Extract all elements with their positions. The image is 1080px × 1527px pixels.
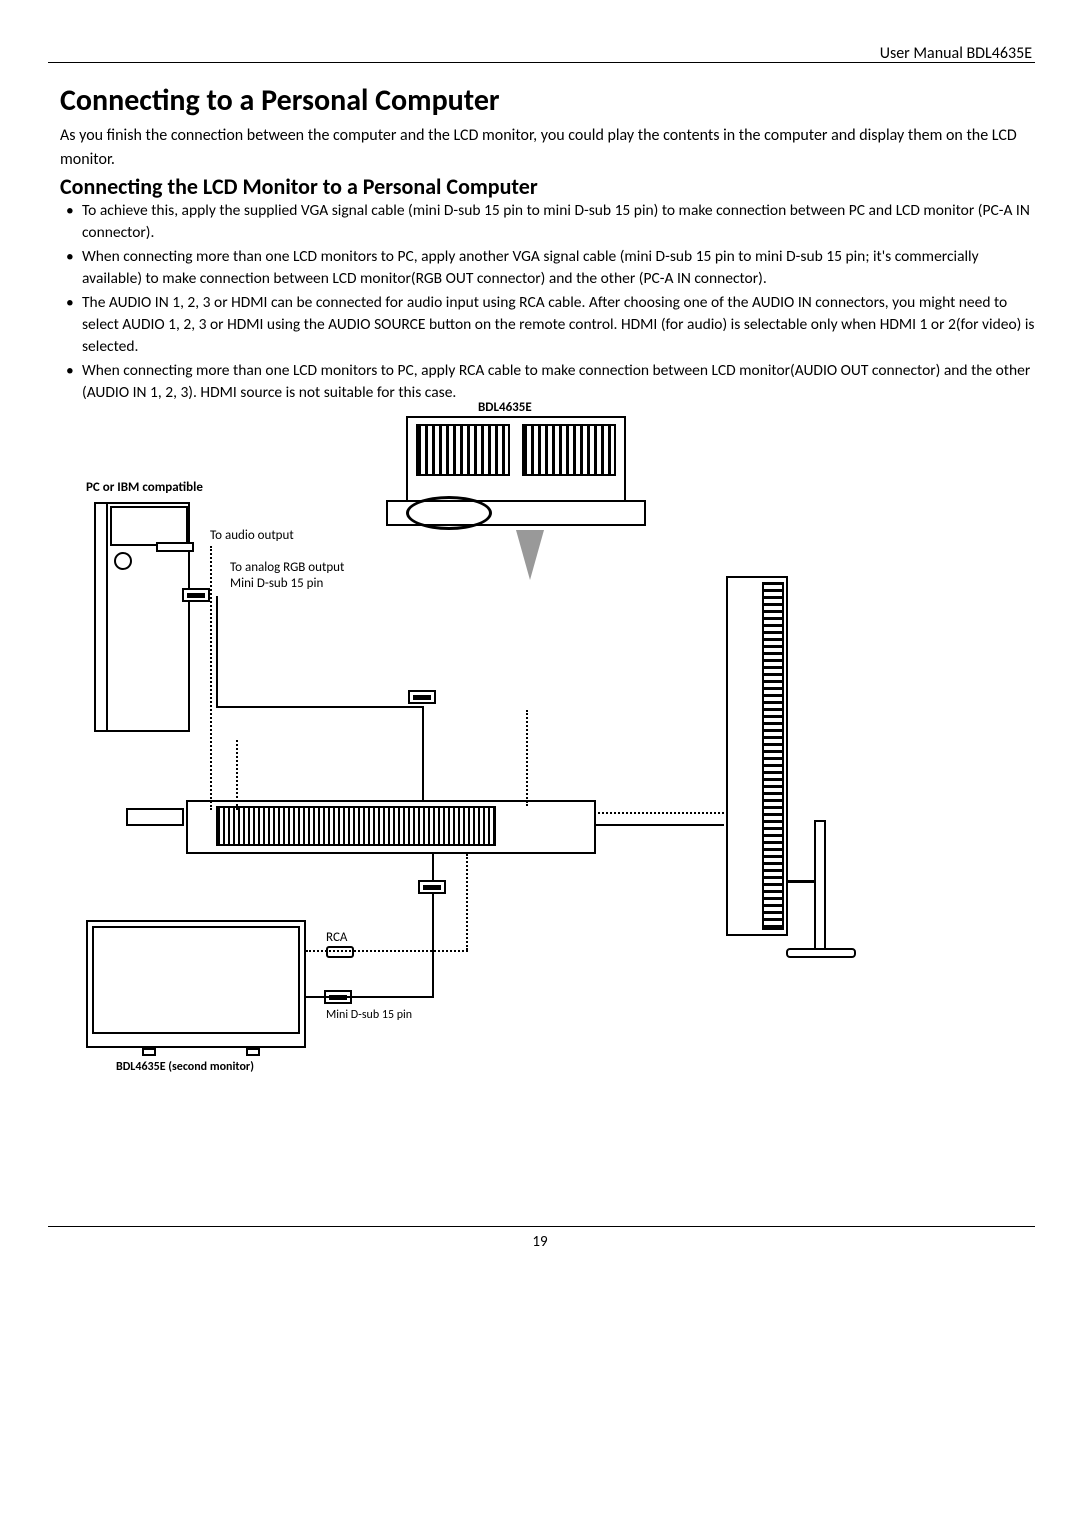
header-manual-label: User Manual BDL4635E (880, 44, 1032, 63)
connection-diagram: BDL4635E PC or IBM compatible To audio o… (86, 400, 866, 1080)
dsub-label-2: Mini D-sub 15 pin (326, 1008, 412, 1022)
audio-cable-v1 (210, 546, 212, 810)
callout-ellipse (406, 496, 492, 530)
dsub-label-1: Mini D-sub 15 pin (230, 576, 323, 591)
bottom-rule (48, 1226, 1035, 1227)
audio-output-label: To audio output (210, 528, 294, 543)
vga-cable-v2 (422, 706, 424, 802)
second-monitor-label: BDL4635E (second monitor) (116, 1060, 254, 1074)
intro-paragraph: As you finish the connection between the… (60, 124, 1030, 172)
second-stand-r (246, 1048, 260, 1056)
bullet-item: The AUDIO IN 1, 2, 3 or HDMI can be conn… (60, 292, 1035, 358)
bullet-item: When connecting more than one LCD monito… (60, 360, 1035, 404)
top-rule (48, 62, 1035, 63)
monitor-grille-left (416, 424, 510, 476)
vga2-to-second (306, 996, 354, 998)
pc-label: PC or IBM compatible (86, 480, 203, 495)
sub-heading: Connecting the LCD Monitor to a Personal… (60, 173, 538, 200)
vga-connector-mid (408, 690, 436, 704)
pc-fan-icon (114, 552, 132, 570)
audio-cable-v2 (236, 740, 238, 810)
rca-port-icon (326, 946, 354, 958)
page-number: 19 (532, 1233, 547, 1251)
side-stand-base (786, 948, 856, 958)
rca-label: RCA (326, 930, 347, 945)
connector-panel-ports (216, 806, 496, 846)
pc-audio-port (156, 542, 194, 552)
vga-cable-h1 (216, 706, 424, 708)
side-stand-pole (814, 820, 826, 950)
pc-psu (110, 506, 188, 546)
side-monitor-grille (762, 582, 784, 930)
vga2-connector (418, 880, 446, 894)
vga2-h (354, 996, 434, 998)
callout-pointer (516, 530, 544, 580)
vga2-v2 (432, 894, 434, 998)
rca2-h (354, 950, 468, 952)
pc-vga-port (182, 588, 210, 602)
rgb-output-label: To analog RGB output (230, 560, 344, 575)
second-stand-l (142, 1048, 156, 1056)
vga-cable-v1 (216, 596, 218, 706)
bullet-list: To achieve this, apply the supplied VGA … (60, 200, 1035, 406)
second-monitor-screen (92, 926, 300, 1034)
monitor-label: BDL4635E (478, 400, 532, 415)
rca2-to-second (306, 950, 354, 952)
rca2-v (466, 854, 468, 950)
bullet-item: When connecting more than one LCD monito… (60, 246, 1035, 290)
cable-to-side-h (594, 824, 724, 826)
main-heading: Connecting to a Personal Computer (60, 82, 500, 119)
aux-dot-v (526, 710, 528, 806)
pc-tower-front (94, 502, 108, 732)
audio-cable-to-side-h (594, 812, 724, 814)
connector-panel-left-port (126, 808, 184, 826)
monitor-grille-right (522, 424, 616, 476)
bullet-item: To achieve this, apply the supplied VGA … (60, 200, 1035, 244)
